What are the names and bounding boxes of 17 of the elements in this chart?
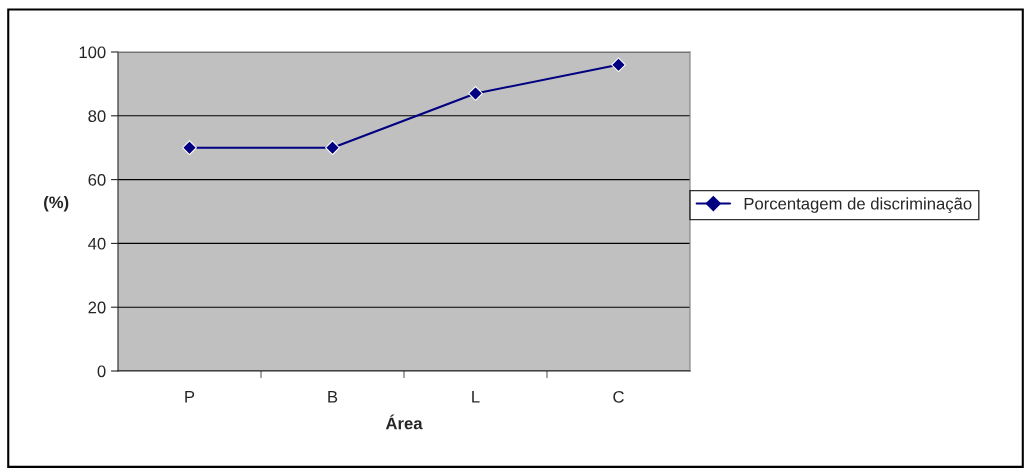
x-tick-label: B (328, 391, 338, 403)
x-tick-label: P (185, 391, 195, 403)
y-axis-title: (%) (44, 195, 69, 212)
x-tick-label: L (472, 391, 480, 403)
legend-label: Porcentagem de discriminação (744, 197, 972, 213)
y-tick-label: 100 (79, 46, 106, 59)
y-tick-label: 20 (88, 301, 106, 314)
y-tick-label: 40 (88, 237, 106, 250)
y-tick-label: 60 (88, 174, 106, 186)
x-tick-label: C (613, 390, 624, 403)
x-axis-title: Área (385, 414, 423, 430)
y-tick-label: 80 (88, 110, 106, 122)
point (182, 140, 197, 156)
y-tick-label: 0 (97, 365, 106, 378)
point (611, 57, 626, 73)
point (325, 140, 340, 156)
point (468, 86, 483, 101)
